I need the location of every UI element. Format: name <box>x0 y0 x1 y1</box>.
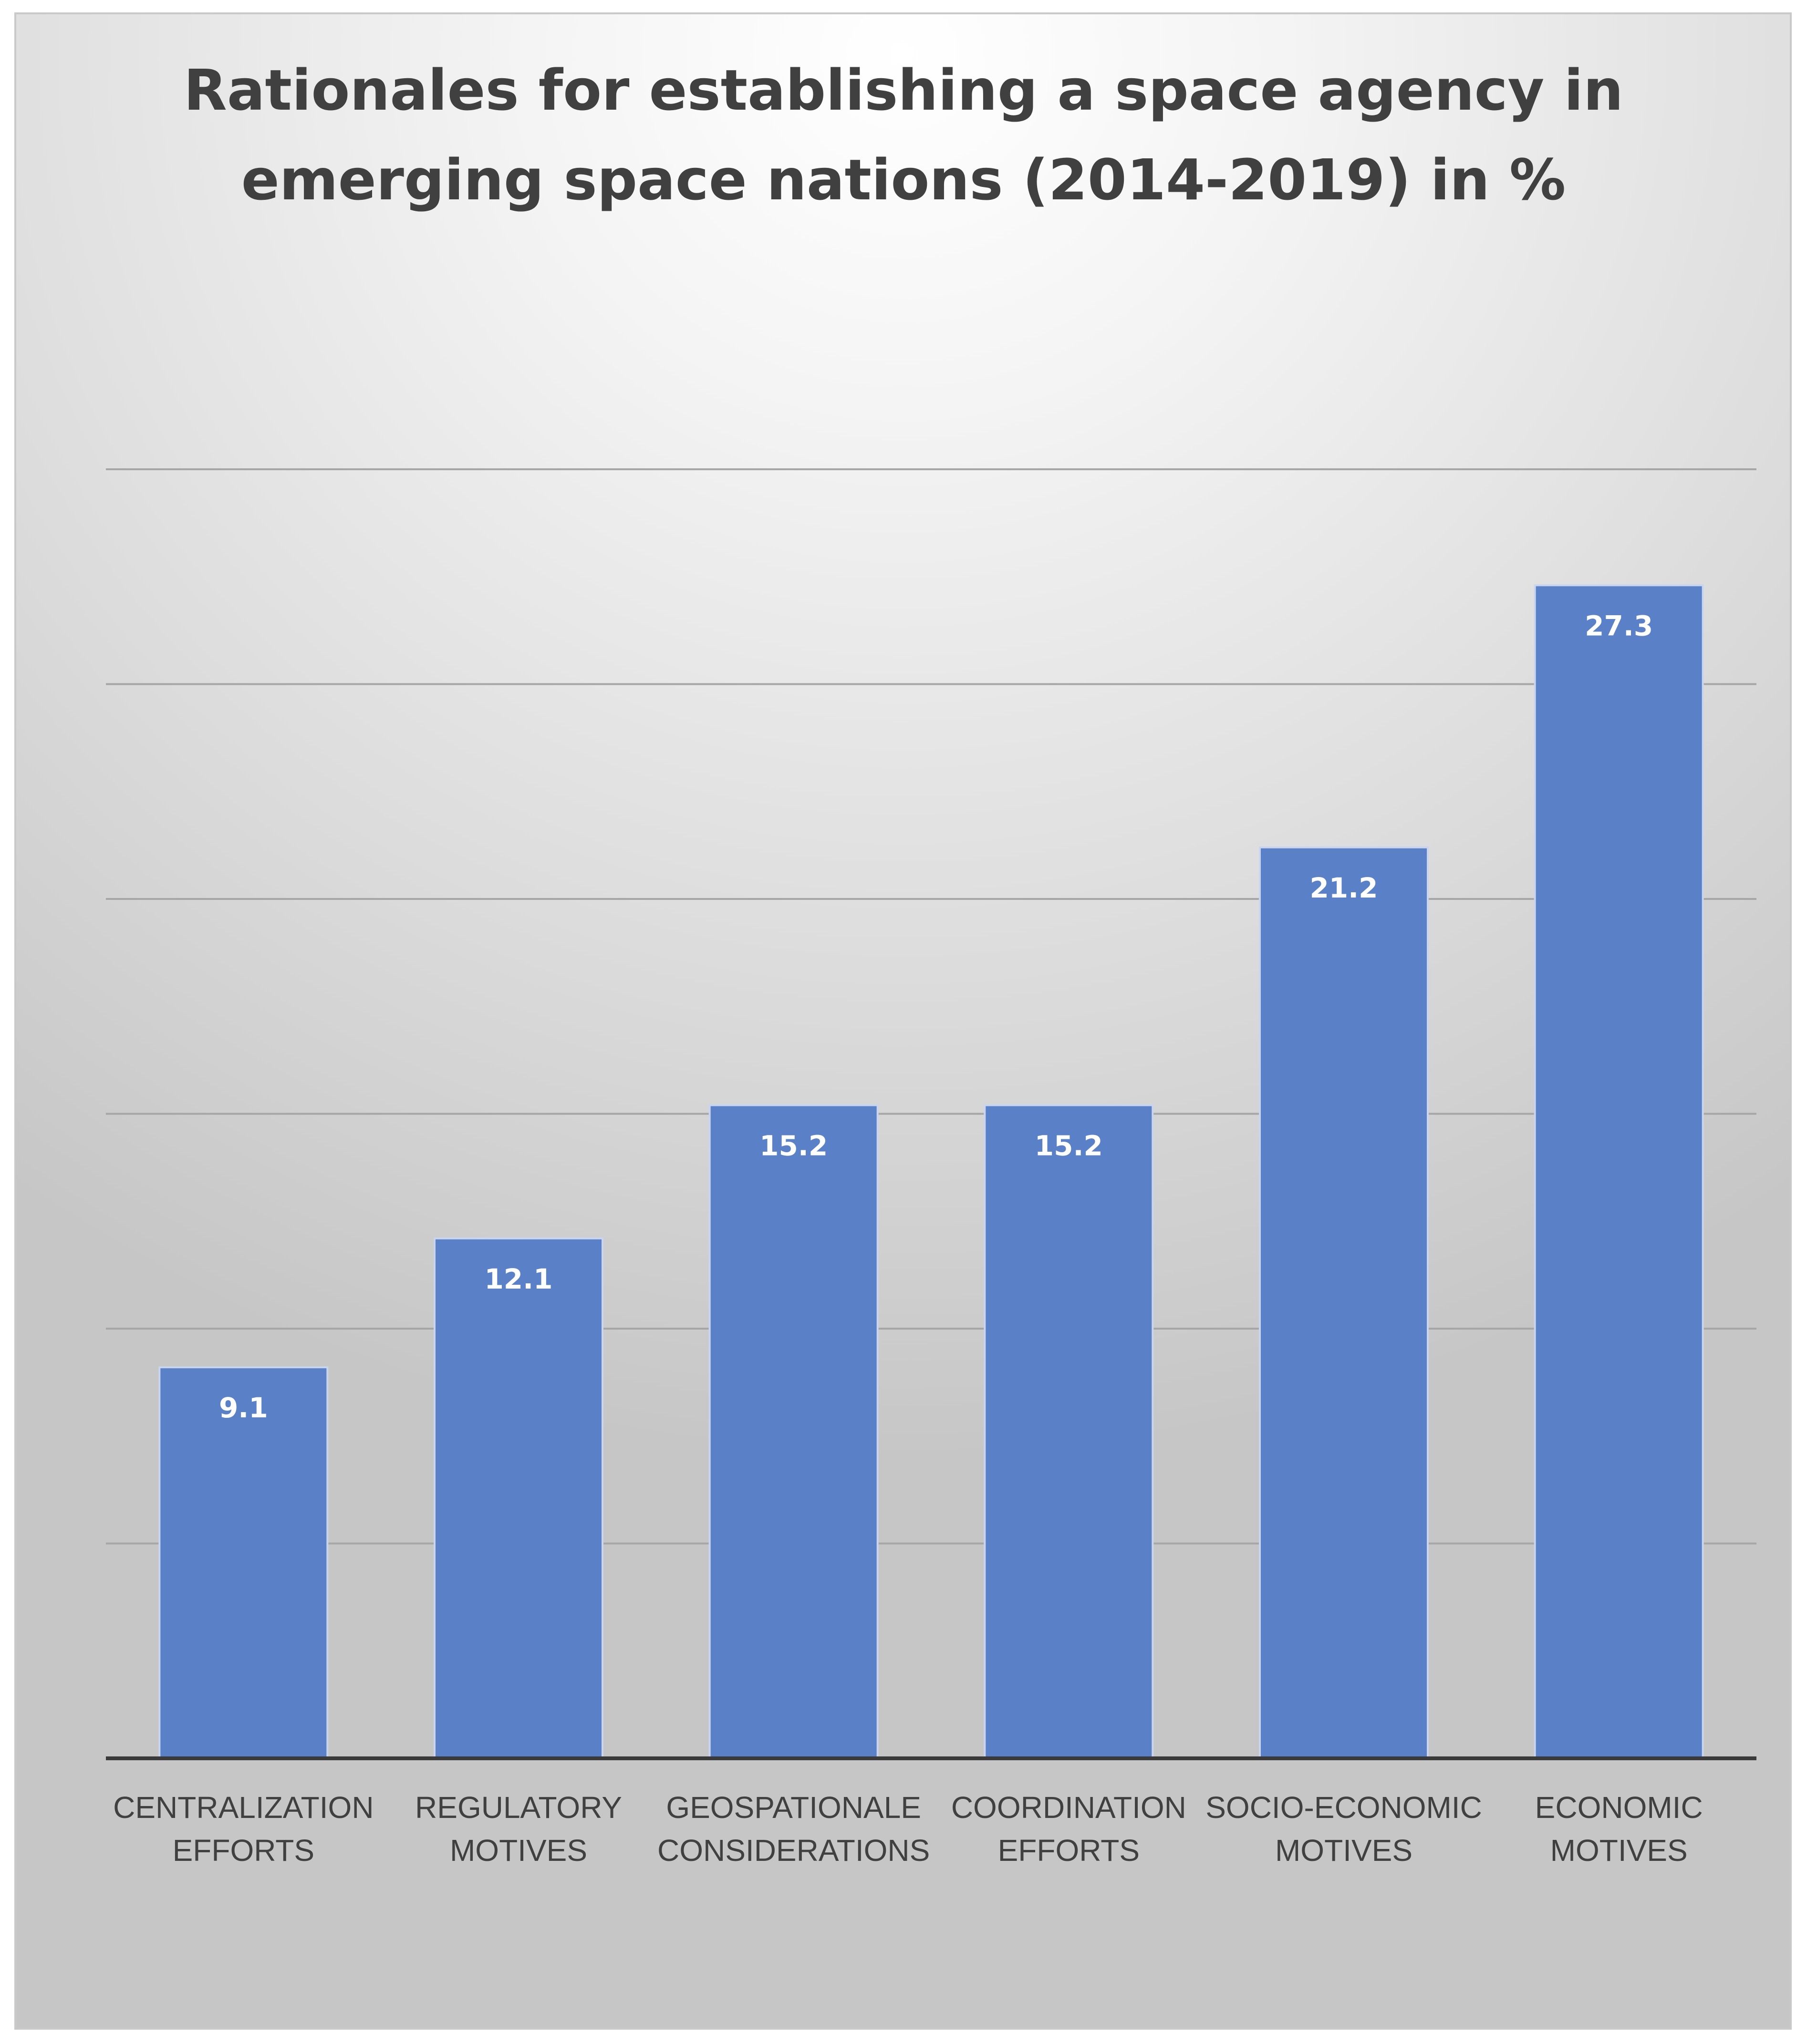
data-label-3: 15.2 <box>1035 1129 1103 1162</box>
bar-0 <box>158 1366 329 1760</box>
data-label-2: 15.2 <box>759 1129 828 1162</box>
category-label-1-line-1: MOTIVES <box>450 1833 587 1868</box>
category-label-0: CENTRALIZATION EFFORTS <box>113 1790 374 1868</box>
category-label-5: ECONOMIC MOTIVES <box>1535 1790 1703 1868</box>
bars: 9.1 12.1 15.2 15.2 21.2 27.3 <box>158 584 1704 1760</box>
data-label-4: 21.2 <box>1309 872 1378 904</box>
category-label-1-line-0: REGULATORY <box>415 1790 622 1825</box>
category-label-0-line-1: EFFORTS <box>173 1833 315 1868</box>
category-label-2: GEOSPATIONALE CONSIDERATIONS <box>657 1790 930 1868</box>
chart-title-line-1: Rationales for establishing a space agen… <box>184 57 1623 123</box>
category-labels: CENTRALIZATION EFFORTS REGULATORY MOTIVES GE… <box>113 1790 1703 1868</box>
category-label-3-line-1: EFFORTS <box>998 1833 1140 1868</box>
gridlines <box>106 468 1756 1545</box>
category-label-2-line-1: CONSIDERATIONS <box>657 1833 930 1868</box>
data-label-1: 12.1 <box>484 1263 552 1295</box>
chart-title-line-2: emerging space nations (2014-2019) in % <box>241 147 1566 213</box>
category-label-5-line-1: MOTIVES <box>1550 1833 1688 1868</box>
bar-2 <box>708 1104 879 1759</box>
category-label-4-line-0: SOCIO-ECONOMIC <box>1205 1790 1482 1825</box>
bar-5 <box>1534 584 1704 1759</box>
category-label-3-line-0: COORDINATION <box>951 1790 1186 1825</box>
category-label-4: SOCIO-ECONOMIC MOTIVES <box>1205 1790 1482 1868</box>
category-label-1: REGULATORY MOTIVES <box>415 1790 622 1868</box>
bar-1 <box>434 1237 603 1759</box>
bar-3 <box>984 1104 1154 1759</box>
bar-4 <box>1259 846 1429 1759</box>
category-label-2-line-0: GEOSPATIONALE <box>666 1790 921 1825</box>
data-label-5: 27.3 <box>1585 609 1653 642</box>
category-label-3: COORDINATION EFFORTS <box>951 1790 1186 1868</box>
category-label-4-line-1: MOTIVES <box>1275 1833 1412 1868</box>
data-label-0: 9.1 <box>219 1392 268 1424</box>
chart-title: Rationales for establishing a space agen… <box>184 57 1623 213</box>
category-label-5-line-0: ECONOMIC <box>1535 1790 1703 1825</box>
category-label-0-line-0: CENTRALIZATION <box>113 1790 374 1825</box>
